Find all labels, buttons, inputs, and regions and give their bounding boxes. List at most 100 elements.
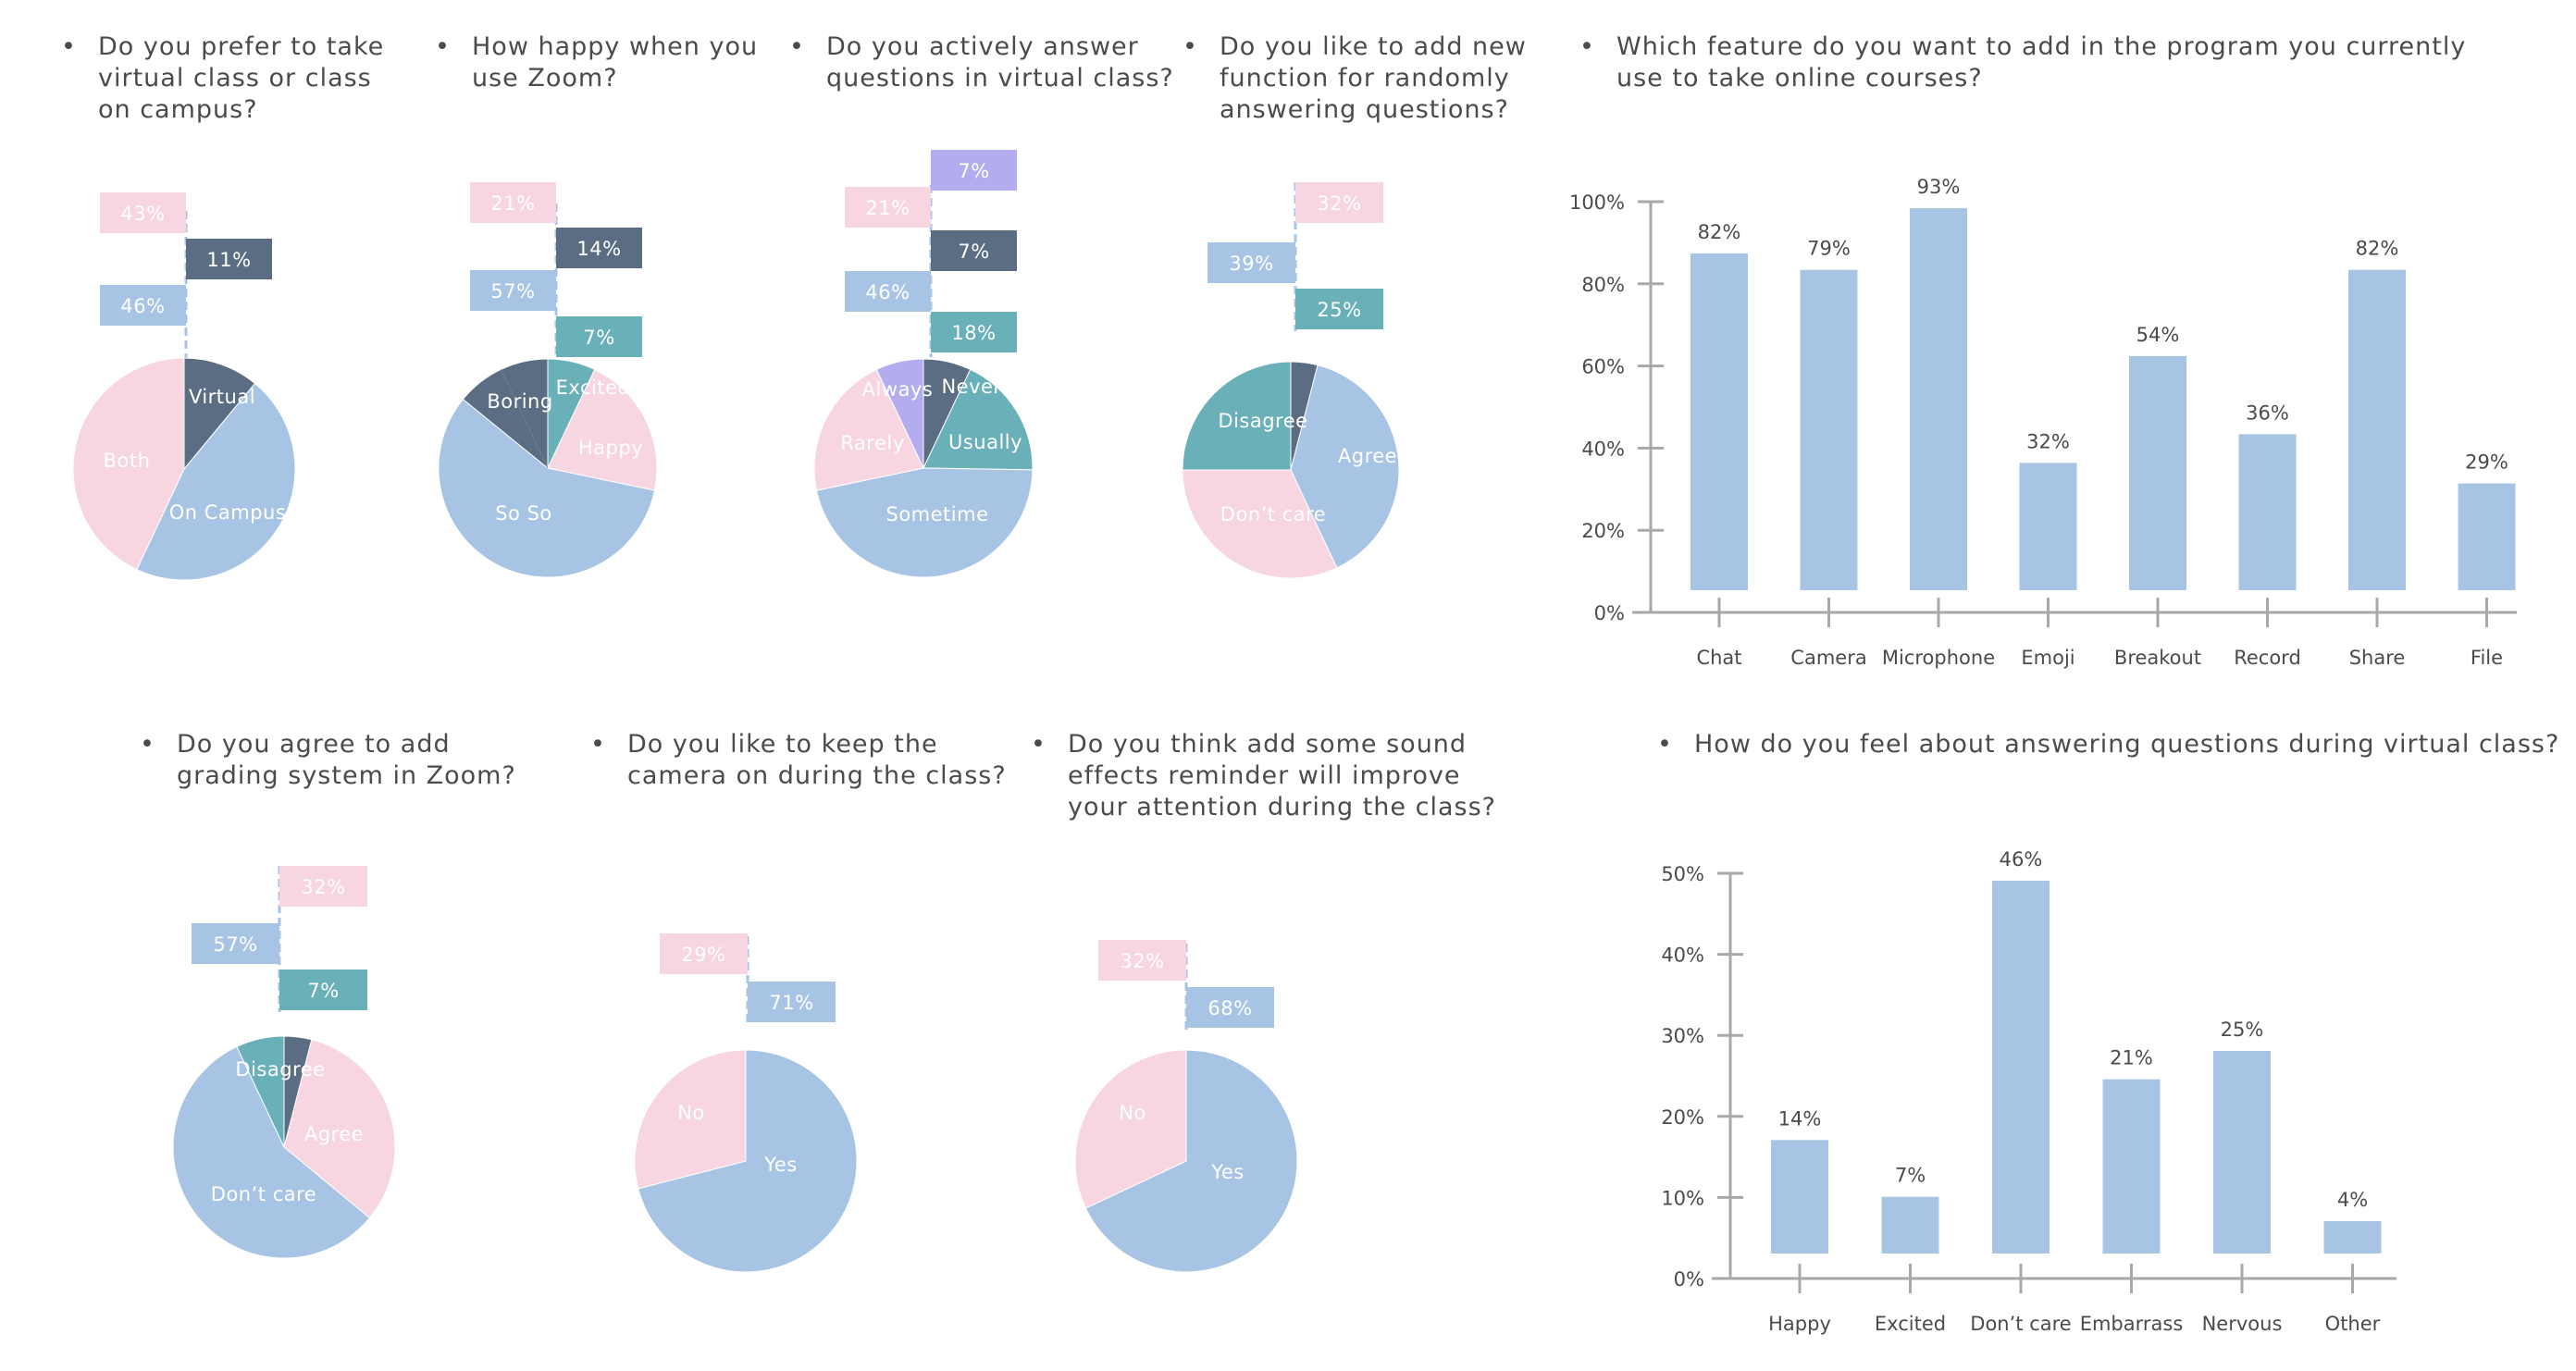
y-tick-label: 0% xyxy=(1674,1268,1704,1291)
bar-camera xyxy=(1800,269,1858,590)
pie-slice-no xyxy=(1074,1049,1187,1209)
callout-value-label: 21% xyxy=(865,197,910,219)
pie-slice-label: Both xyxy=(104,450,151,472)
pie-slice-happy xyxy=(547,368,658,491)
callout-box xyxy=(1295,182,1383,223)
pie-slice-label: Boring xyxy=(487,390,552,413)
pie-slice-label: Rarely xyxy=(840,432,904,454)
x-category-label: Emoji xyxy=(2021,647,2074,669)
y-tick-label: 0% xyxy=(1594,602,1625,624)
pie-slice-label: Sometime xyxy=(886,503,989,525)
pie-slice-label: Yes xyxy=(1210,1161,1244,1183)
question-text: Do you think add some sound effects remi… xyxy=(1068,730,1496,821)
pie-slice-yes xyxy=(1084,1049,1298,1273)
bar-value-label: 79% xyxy=(1807,238,1851,260)
bar-breakout xyxy=(2129,355,2186,590)
callout-value-label: 32% xyxy=(301,876,345,898)
bar-value-label: 14% xyxy=(1778,1107,1822,1130)
callout-value-label: 68% xyxy=(1208,997,1252,1019)
pie5-chart: 32% 57% 7% Agree Don’t care Disagree xyxy=(172,866,396,1259)
callout-box xyxy=(470,182,556,223)
callout-box xyxy=(100,285,186,326)
callout-box xyxy=(845,187,931,228)
callout-value-label: 57% xyxy=(490,280,535,303)
callout-box xyxy=(192,923,279,964)
question-text: How happy when you use Zoom? xyxy=(472,32,759,93)
callout-box xyxy=(279,970,367,1010)
y-tick-label: 40% xyxy=(1581,438,1625,460)
x-category-label: Record xyxy=(2234,647,2301,669)
question-text: Which feature do you want to add in the … xyxy=(1616,32,2467,93)
bar-value-label: 32% xyxy=(2026,430,2070,452)
bar-don-t-care xyxy=(1992,881,2050,1254)
y-tick-label: 60% xyxy=(1581,356,1625,378)
question-text: Do you agree to add grading system in Zo… xyxy=(177,730,516,790)
pie-slice-label: No xyxy=(677,1102,705,1124)
callout-box xyxy=(748,982,836,1022)
bar-happy xyxy=(1771,1140,1828,1254)
bullet-icon: • xyxy=(1031,730,1046,759)
bar-record xyxy=(2238,434,2297,590)
callout-value-label: 29% xyxy=(681,944,725,966)
callout-box xyxy=(845,271,931,312)
bar-nervous xyxy=(2213,1051,2271,1254)
pie-slice-so-so xyxy=(438,398,656,578)
bar-value-label: 82% xyxy=(1698,221,1741,243)
callout-box xyxy=(1098,940,1186,981)
y-tick-label: 30% xyxy=(1661,1025,1704,1047)
pie-slice-label: Usually xyxy=(948,431,1022,453)
pie-slice-agree xyxy=(283,1039,396,1219)
pie-slice-sometime xyxy=(815,467,1034,578)
callout-value-label: 21% xyxy=(490,192,535,215)
x-category-label: Don’t care xyxy=(1970,1313,2071,1335)
pie-slice-usually xyxy=(923,368,1034,471)
pie-slice-label: Yes xyxy=(763,1154,797,1176)
callout-value-label: 25% xyxy=(1317,299,1361,321)
callout-value-label: 7% xyxy=(958,160,989,182)
pie6-chart: 29% 71% Yes No xyxy=(634,933,858,1273)
callout-value-label: 7% xyxy=(583,327,614,349)
question-title-sound-effects: • Do you think add some sound effects re… xyxy=(1031,729,1496,823)
callout-box xyxy=(556,228,642,268)
callout-box xyxy=(100,192,186,233)
callout-value-label: 71% xyxy=(769,992,813,1014)
bar-value-label: 36% xyxy=(2246,401,2289,424)
y-tick-label: 40% xyxy=(1661,945,1704,967)
question-title-zoom-happiness: • How happy when you use Zoom? xyxy=(435,31,759,94)
bar-value-label: 7% xyxy=(1895,1165,1926,1187)
bar-value-label: 54% xyxy=(2136,324,2180,346)
callout-value-label: 7% xyxy=(307,980,339,1002)
x-category-label: Chat xyxy=(1696,647,1741,669)
x-category-label: Share xyxy=(2349,647,2406,669)
callout-box xyxy=(470,270,556,311)
question-title-camera-on: • Do you like to keep the camera on duri… xyxy=(590,729,1007,792)
bullet-icon: • xyxy=(1657,730,1673,759)
x-category-label: Microphone xyxy=(1882,647,1995,669)
bullet-icon: • xyxy=(590,730,606,759)
pie-slice-yes xyxy=(638,1049,858,1273)
y-tick-label: 20% xyxy=(1661,1106,1704,1129)
bullet-icon: • xyxy=(435,32,451,61)
bar-excited xyxy=(1881,1196,1939,1254)
pie-slice-always xyxy=(875,358,924,469)
pie-slice-rarely xyxy=(813,368,924,491)
x-category-label: Excited xyxy=(1875,1313,1946,1335)
pie-slice-on-campus xyxy=(136,382,296,581)
x-category-label: Embarrass xyxy=(2080,1313,2184,1335)
callout-box xyxy=(931,150,1017,191)
question-text: How do you feel about answering question… xyxy=(1694,730,2560,759)
pie-slice-virtual xyxy=(183,357,256,471)
question-text: Do you prefer to take virtual class or c… xyxy=(98,32,385,124)
callout-box xyxy=(186,239,272,279)
callout-value-label: 46% xyxy=(120,295,165,317)
callout-value-label: 32% xyxy=(1120,950,1164,972)
question-title-grading-system: • Do you agree to add grading system in … xyxy=(140,729,516,792)
x-category-label: Breakout xyxy=(2114,647,2201,669)
bullet-icon: • xyxy=(789,32,805,61)
pie-slice-label: Never xyxy=(941,376,1001,398)
pie-slice-agree xyxy=(1290,364,1400,569)
pie-slice-label: Excited xyxy=(556,377,631,399)
bar-value-label: 46% xyxy=(2000,848,2043,871)
bullet-icon: • xyxy=(140,730,155,759)
question-text: Do you like to add new function for rand… xyxy=(1220,32,1527,124)
